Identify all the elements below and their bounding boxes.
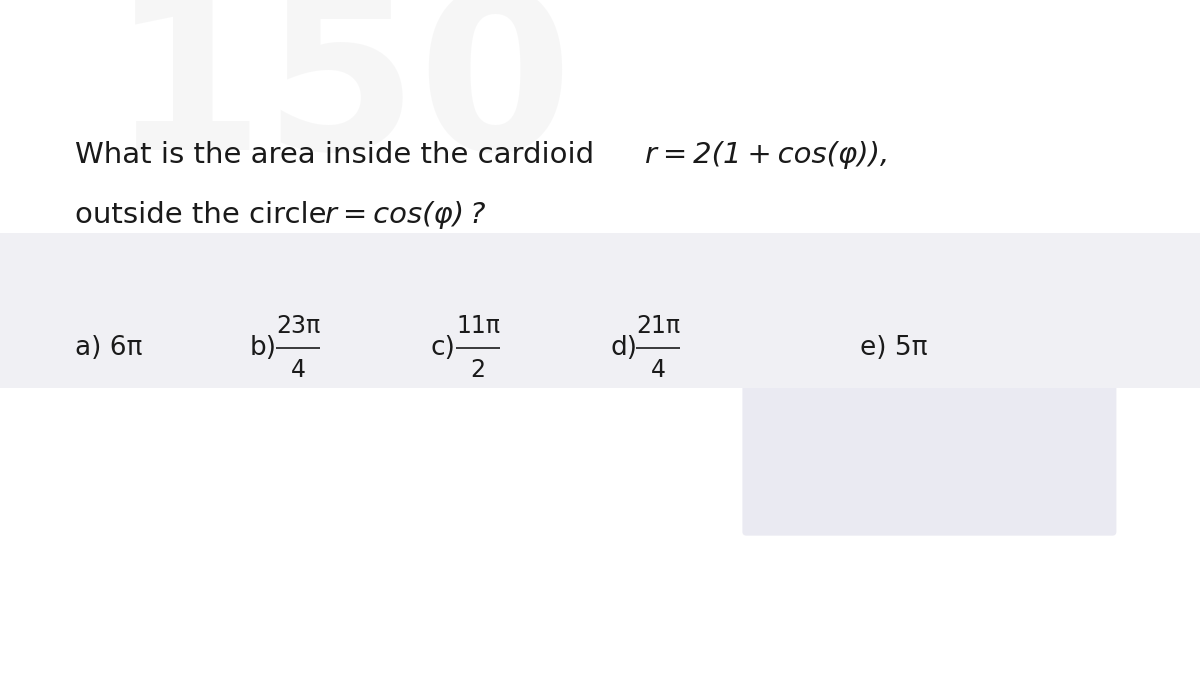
Text: 23π: 23π: [276, 314, 320, 338]
Text: outside the circle: outside the circle: [74, 201, 336, 229]
Text: 21π: 21π: [636, 314, 680, 338]
Text: r = cos(φ) ?: r = cos(φ) ?: [325, 201, 486, 229]
Text: b): b): [250, 335, 277, 361]
Text: a) 6π: a) 6π: [74, 335, 143, 361]
Text: 4: 4: [290, 358, 306, 382]
Text: 4: 4: [650, 358, 666, 382]
Text: d): d): [610, 335, 637, 361]
Text: 2: 2: [470, 358, 486, 382]
Text: r = 2(1 + cos(φ)),: r = 2(1 + cos(φ)),: [646, 141, 889, 169]
Text: 11π: 11π: [456, 314, 500, 338]
Text: c): c): [430, 335, 455, 361]
Text: What is the area inside the cardioid: What is the area inside the cardioid: [74, 141, 604, 169]
Text: e) 5π: e) 5π: [860, 335, 928, 361]
Bar: [0, 233, 1200, 388]
FancyBboxPatch shape: [743, 377, 1116, 536]
Text: 150: 150: [110, 0, 574, 196]
